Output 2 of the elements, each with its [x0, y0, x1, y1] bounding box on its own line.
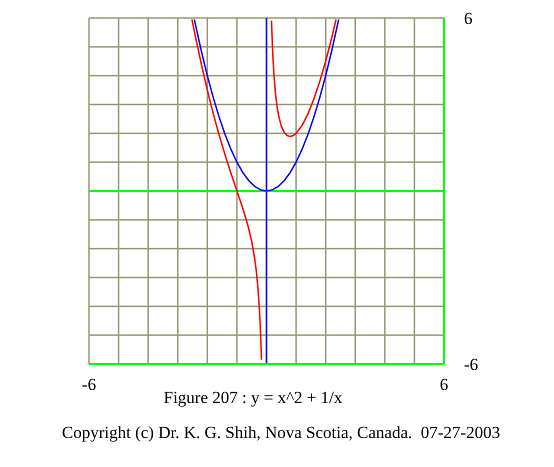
text: Copyright (c) Dr. K. G. Shih, Nova Scotia, Canada. 07-27-2003 — [60, 423, 502, 443]
text: Figure 207 : y = x^2 + 1/x — [164, 388, 342, 407]
